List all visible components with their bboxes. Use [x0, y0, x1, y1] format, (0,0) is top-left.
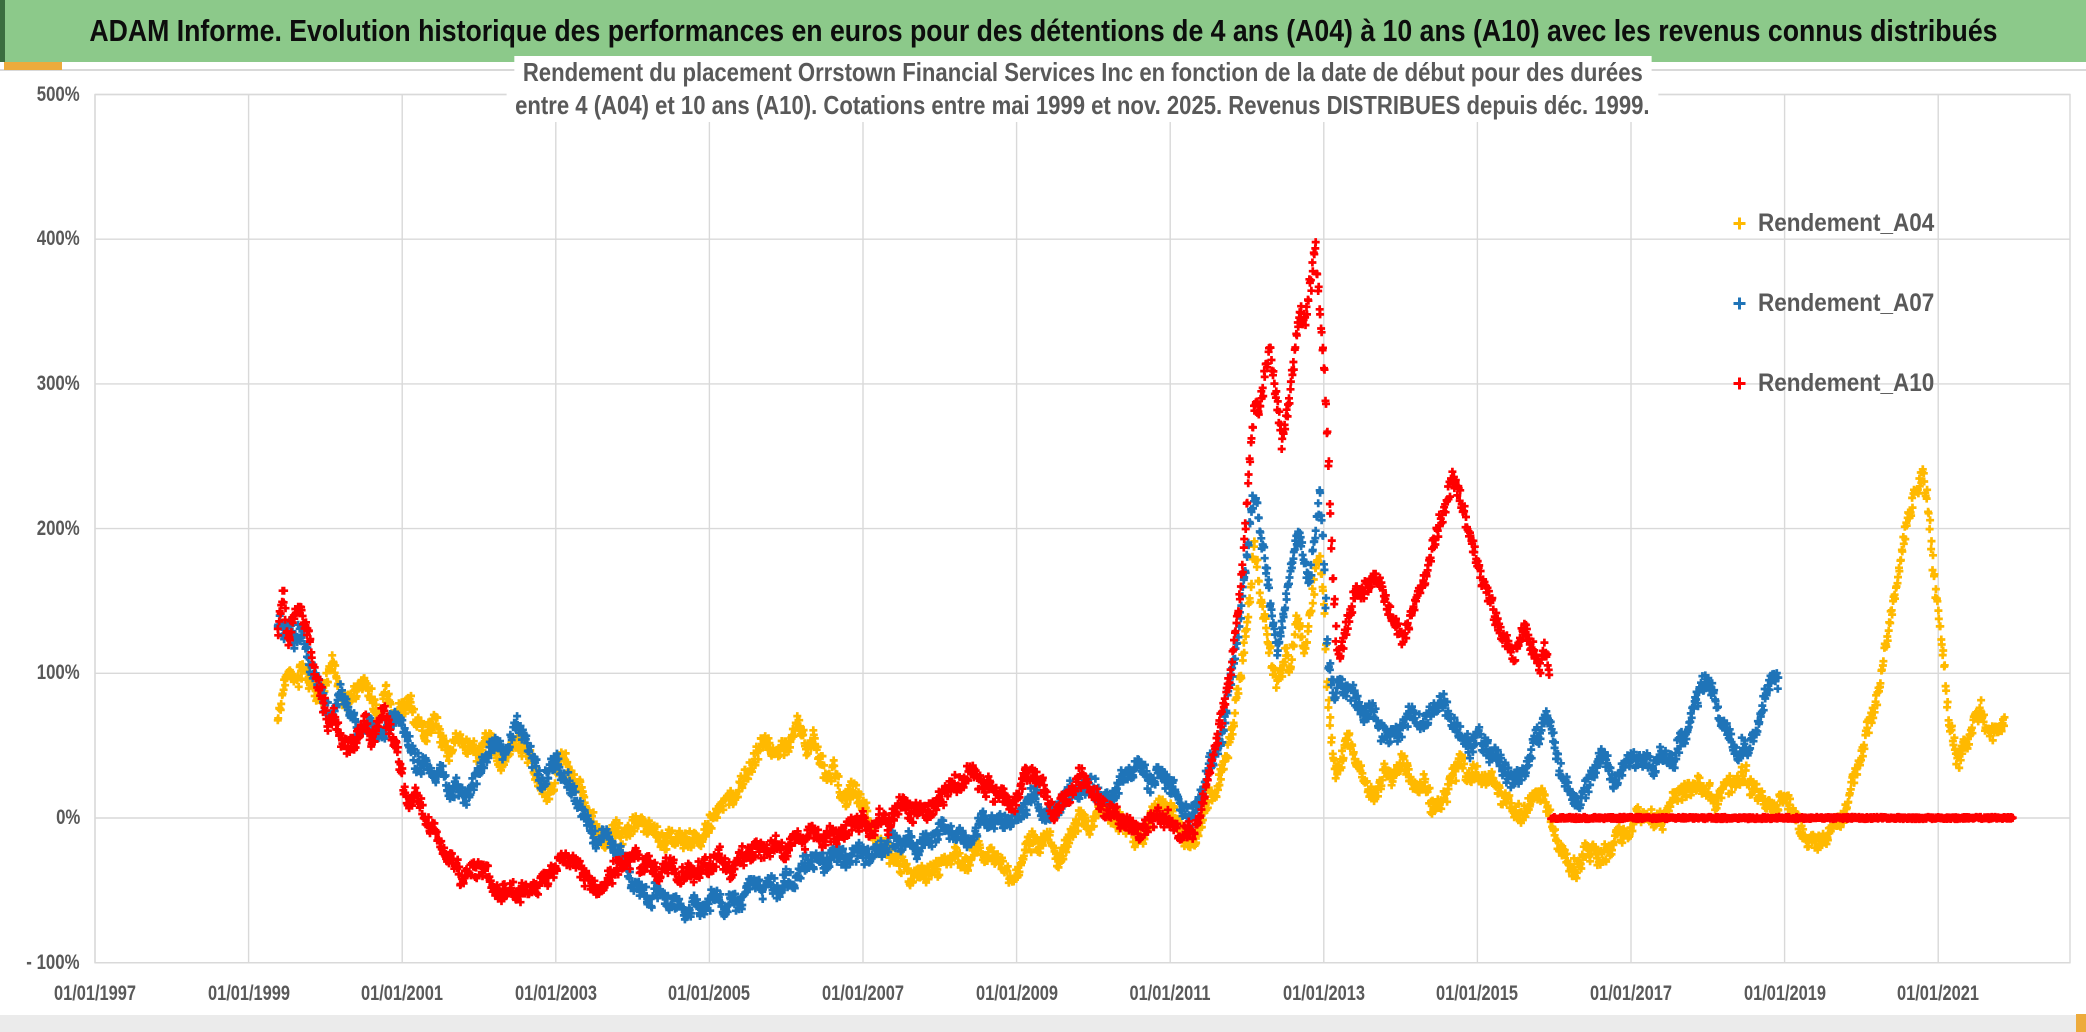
x-tick-label: 01/01/2007 [822, 982, 904, 1005]
banner: ADAM Informe. Evolution historique des p… [0, 0, 2086, 62]
series-rendement-a04 [273, 465, 2009, 890]
plus-marker-icon [1733, 377, 1746, 389]
bottom-strip [0, 1015, 2086, 1032]
gold-accent-bottom-right [2076, 1014, 2086, 1032]
x-tick-label: 01/01/2021 [1897, 982, 1980, 1005]
chart-title: Rendement du placement Orrstown Financia… [95, 56, 2070, 122]
series-rendement-a07 [273, 486, 1783, 924]
x-tick-label: 01/01/2011 [1129, 982, 1211, 1005]
x-tick-label: 01/01/2013 [1282, 982, 1365, 1005]
x-tick-label: 01/01/1999 [207, 982, 290, 1005]
legend-label: Rendement_A04 [1758, 208, 1935, 237]
legend-label: Rendement_A10 [1758, 368, 1935, 397]
x-tick-label: 01/01/2019 [1743, 982, 1826, 1005]
plus-marker-icon [1733, 217, 1746, 229]
legend-item-rendement_a10: Rendement_A10 [1732, 365, 1954, 401]
gold-accent-left [4, 62, 62, 70]
x-tick-label: 01/01/2001 [361, 982, 444, 1005]
chart-area: Rendement du placement Orrstown Financia… [0, 56, 2086, 1014]
legend-item-rendement_a04: Rendement_A04 [1732, 205, 1954, 241]
report-title: ADAM Informe. Evolution historique des p… [88, 13, 1998, 48]
series-rendement-a10 [273, 238, 2017, 907]
x-tick-label: 01/01/1997 [54, 982, 136, 1005]
x-tick-label: 01/01/2003 [514, 982, 597, 1005]
banner-left-accent [0, 0, 5, 62]
x-tick-label: 01/01/2009 [975, 982, 1058, 1005]
x-tick-label: 01/01/2017 [1590, 982, 1672, 1005]
legend-label: Rendement_A07 [1758, 288, 1935, 317]
x-tick-label: 01/01/2015 [1436, 982, 1519, 1005]
chart-title-line2: entre 4 (A04) et 10 ans (A10). Cotations… [95, 89, 2070, 122]
legend-item-rendement_a07: Rendement_A07 [1732, 285, 1954, 321]
chart-title-line1: Rendement du placement Orrstown Financia… [95, 56, 2070, 89]
x-tick-label: 01/01/2005 [668, 982, 751, 1005]
plus-marker-icon [1733, 297, 1746, 309]
